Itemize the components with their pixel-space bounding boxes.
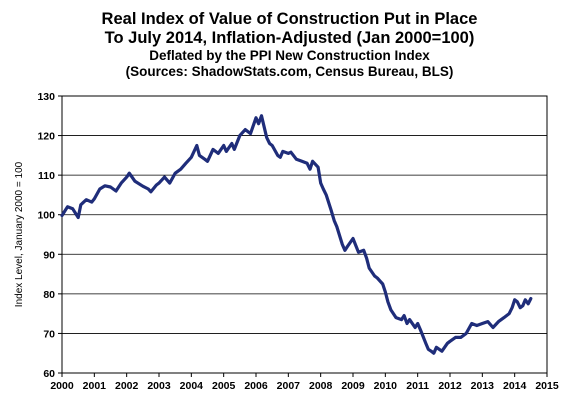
y-tick-label: 80 bbox=[43, 289, 55, 301]
x-tick-label: 2008 bbox=[309, 380, 333, 392]
tick-labels: 60 70 80 90 100 110 120 130 2000 2001 2002 2003 2004… bbox=[37, 91, 558, 392]
x-tick-label: 2004 bbox=[180, 380, 204, 392]
x-tick-label: 2007 bbox=[277, 380, 301, 392]
y-tick-label: 120 bbox=[37, 131, 55, 143]
x-tick-label: 2001 bbox=[83, 380, 107, 392]
x-tick-label: 2009 bbox=[341, 380, 365, 392]
chart-title-line-2: To July 2014, Inflation-Adjusted (Jan 20… bbox=[104, 29, 475, 47]
x-tick-label: 2000 bbox=[50, 380, 74, 392]
x-tick-label: 2013 bbox=[471, 380, 495, 392]
x-tick-label: 2002 bbox=[115, 380, 139, 392]
y-axis-title: Index Level, January 2000 = 100 bbox=[14, 161, 25, 307]
x-tick-label: 2015 bbox=[535, 380, 559, 392]
gridlines bbox=[62, 135, 547, 334]
chart-title-block: Real Index of Value of Construction Put … bbox=[0, 10, 579, 80]
x-tick-label: 2014 bbox=[503, 380, 527, 392]
y-tick-label: 130 bbox=[37, 91, 55, 103]
chart-title: Real Index of Value of Construction Put … bbox=[101, 10, 478, 28]
chart-source: (Sources: ShadowStats.com, Census Bureau… bbox=[125, 64, 454, 79]
x-tick-label: 2012 bbox=[438, 380, 462, 392]
x-tick-label: 2005 bbox=[212, 380, 236, 392]
series-line bbox=[60, 114, 533, 355]
series-layer bbox=[60, 114, 533, 355]
y-tick-label: 60 bbox=[43, 368, 55, 380]
plot-area bbox=[61, 95, 548, 374]
chart-subtitle: Deflated by the PPI New Construction Ind… bbox=[149, 48, 430, 63]
y-tick-label: 90 bbox=[43, 249, 55, 261]
y-tick-label: 100 bbox=[37, 210, 55, 222]
x-tick-label: 2006 bbox=[244, 380, 268, 392]
x-tick-label: 2011 bbox=[406, 380, 429, 392]
y-tick-label: 70 bbox=[43, 328, 55, 340]
x-tick-label: 2003 bbox=[147, 380, 171, 392]
x-tick-label: 2010 bbox=[374, 380, 398, 392]
y-tick-label: 110 bbox=[38, 170, 55, 182]
